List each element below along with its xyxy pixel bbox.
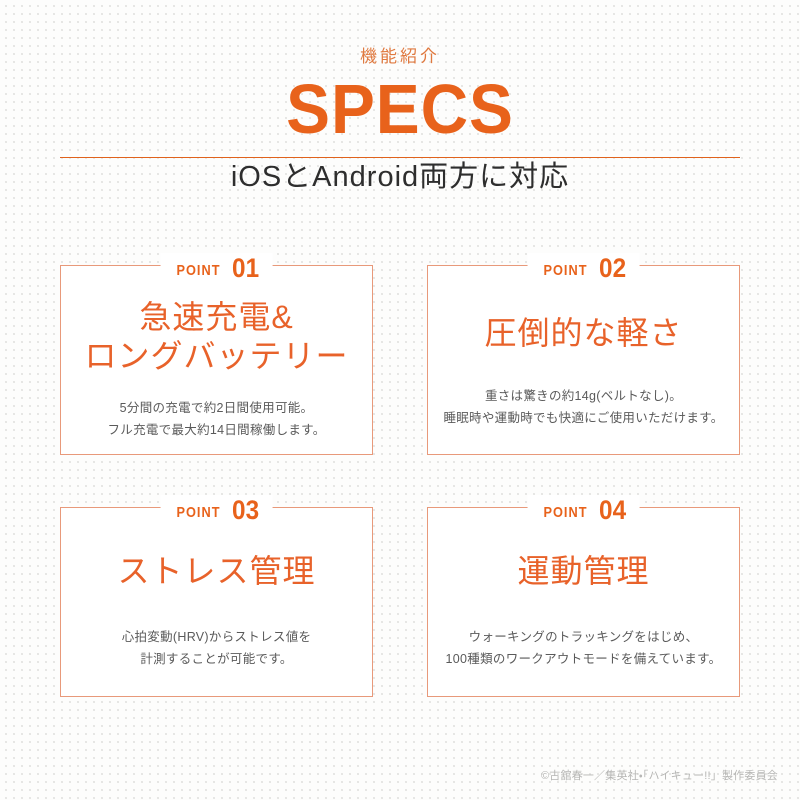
- title-divider: [60, 157, 740, 158]
- card-heading: 運動管理: [509, 552, 657, 591]
- card-heading: ストレス管理: [109, 552, 323, 591]
- card-heading-line-1: 運動管理: [517, 553, 650, 589]
- specs-card-grid: POINT 01 急速充電& ロングバッテリー 5分間の充電で約2日間使用可能。…: [60, 253, 740, 697]
- card-heading: 圧倒的な軽さ: [476, 314, 690, 353]
- card-body: 重さは驚きの約14g(ベルトなし)。 睡眠時や運動時でも快適にご使用いただけます…: [437, 386, 729, 430]
- card-body: 心拍変動(HRV)からストレス値を 計測することが可能です。: [116, 627, 318, 671]
- copyright-notice: ©古舘春一／集英社・「ハイキュー!!」製作委員会: [540, 770, 778, 782]
- card-body-line-2: 睡眠時や運動時でも快適にご使用いただけます。: [443, 410, 724, 425]
- card-body-line-1: 重さは驚きの約14g(ベルトなし)。: [484, 389, 683, 404]
- point-badge: POINT 01: [160, 253, 273, 283]
- card-heading-line-1: 圧倒的な軽さ: [484, 315, 683, 351]
- point-badge: POINT 04: [527, 495, 640, 525]
- page-header: 機能紹介 SPECS iOSとAndroid両方に対応: [0, 0, 800, 192]
- card-heading-line-1: ストレス管理: [117, 553, 316, 589]
- card-body-line-2: 計測することが可能です。: [140, 651, 293, 666]
- point-number: 01: [232, 253, 260, 283]
- card-heading-line-1: 急速充電&: [139, 299, 294, 335]
- spec-card-point-04: POINT 04 運動管理 ウォーキングのトラッキングをはじめ、 100種類のワ…: [427, 495, 740, 697]
- card-heading: 急速充電& ロングバッテリー: [76, 298, 356, 376]
- point-number: 03: [232, 495, 260, 525]
- card-heading-line-2: ロングバッテリー: [84, 338, 349, 375]
- point-number: 02: [599, 253, 627, 283]
- spec-card-point-03: POINT 03 ストレス管理 心拍変動(HRV)からストレス値を 計測すること…: [60, 495, 373, 697]
- page-subtitle: iOSとAndroid両方に対応: [230, 161, 570, 194]
- card-body-line-1: 5分間の充電で約2日間使用可能。: [119, 401, 314, 416]
- spec-card-point-02: POINT 02 圧倒的な軽さ 重さは驚きの約14g(ベルトなし)。 睡眠時や運…: [427, 253, 740, 455]
- point-badge: POINT 03: [160, 495, 273, 525]
- point-label: POINT: [542, 262, 588, 279]
- point-label: POINT: [175, 504, 221, 521]
- spec-card-point-01: POINT 01 急速充電& ロングバッテリー 5分間の充電で約2日間使用可能。…: [60, 253, 373, 455]
- card-body-line-1: ウォーキングのトラッキングをはじめ、: [468, 630, 699, 645]
- page-title: SPECS: [286, 70, 514, 148]
- eyebrow-label: 機能紹介: [360, 47, 440, 66]
- point-label: POINT: [542, 504, 588, 521]
- point-label: POINT: [175, 262, 221, 279]
- card-body: 5分間の充電で約2日間使用可能。 フル充電で最大約14日間稼働します。: [101, 398, 331, 442]
- card-body-line-1: 心拍変動(HRV)からストレス値を: [121, 630, 312, 645]
- point-badge: POINT 02: [527, 253, 640, 283]
- card-body-line-2: 100種類のワークアウトモードを備えています。: [445, 651, 722, 666]
- card-body-line-2: フル充電で最大約14日間稼働します。: [107, 422, 326, 437]
- point-number: 04: [599, 495, 627, 525]
- card-body: ウォーキングのトラッキングをはじめ、 100種類のワークアウトモードを備えていま…: [440, 627, 728, 671]
